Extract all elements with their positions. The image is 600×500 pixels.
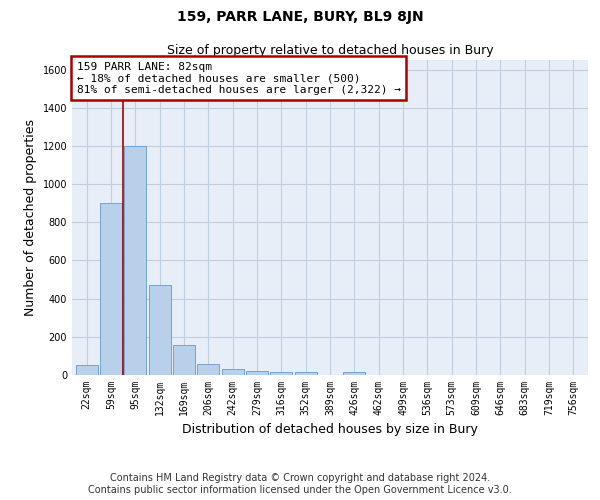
Bar [197,364,219,375]
Title: Size of property relative to detached houses in Bury: Size of property relative to detached ho… [167,44,493,58]
Y-axis label: Number of detached properties: Number of detached properties [24,119,37,316]
Bar [295,372,317,375]
Bar [246,371,268,375]
Bar [271,372,292,375]
Text: 159 PARR LANE: 82sqm
← 18% of detached houses are smaller (500)
81% of semi-deta: 159 PARR LANE: 82sqm ← 18% of detached h… [77,62,401,95]
X-axis label: Distribution of detached houses by size in Bury: Distribution of detached houses by size … [182,424,478,436]
Bar [343,372,365,375]
Text: Contains HM Land Registry data © Crown copyright and database right 2024.
Contai: Contains HM Land Registry data © Crown c… [88,474,512,495]
Text: 159, PARR LANE, BURY, BL9 8JN: 159, PARR LANE, BURY, BL9 8JN [176,10,424,24]
Bar [149,286,170,375]
Bar [173,346,195,375]
Bar [124,146,146,375]
Bar [221,370,244,375]
Bar [100,203,122,375]
Bar [76,364,98,375]
